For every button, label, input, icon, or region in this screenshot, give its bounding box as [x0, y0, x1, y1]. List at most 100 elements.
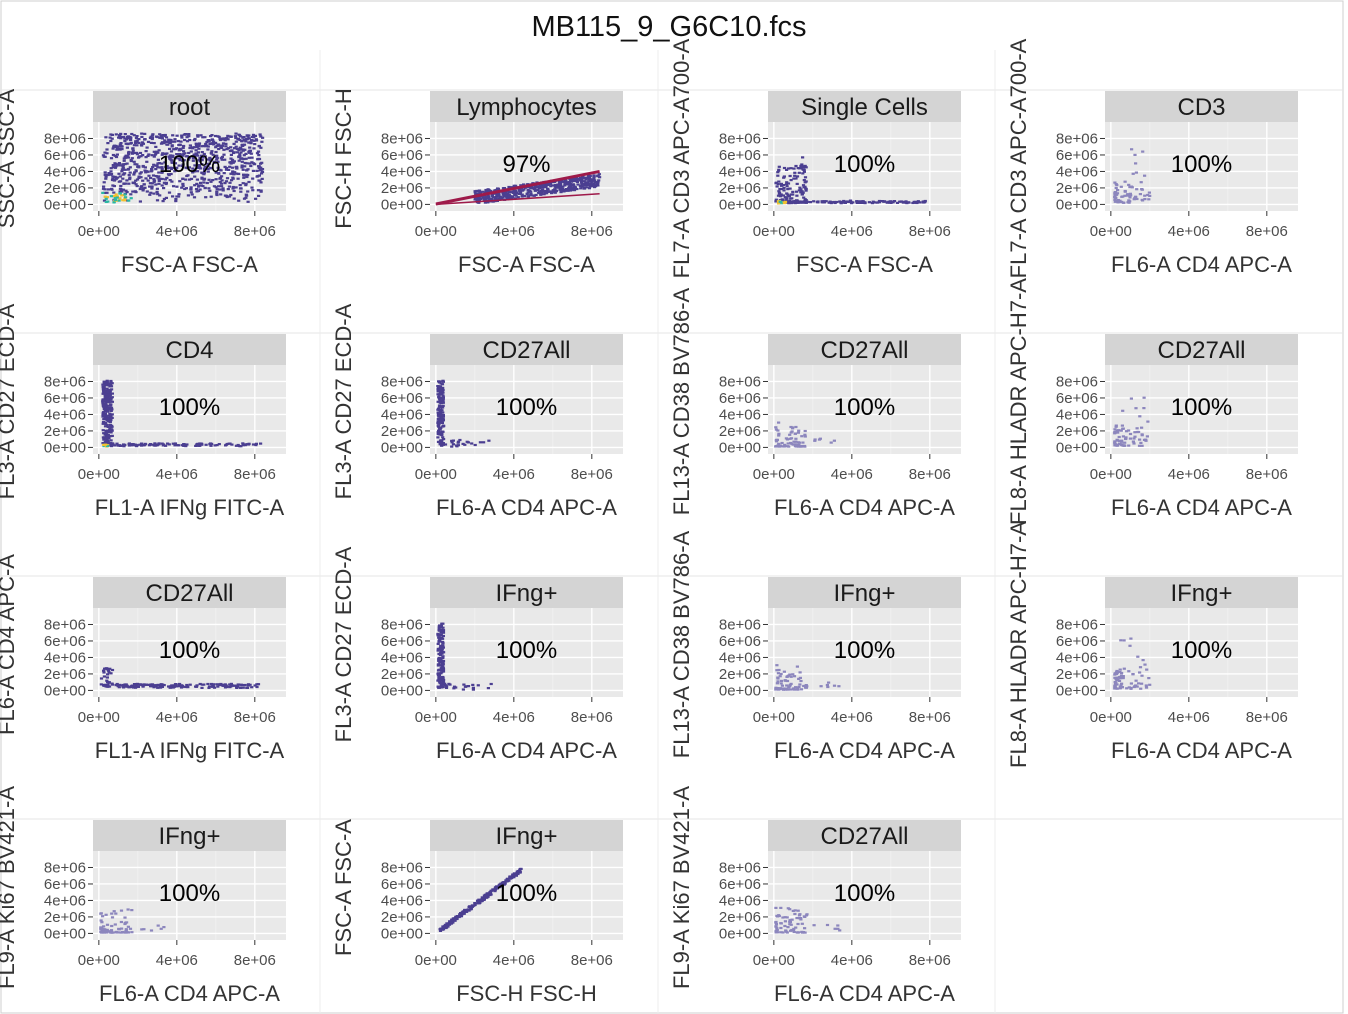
x-tick-label: 4e+06: [493, 952, 535, 969]
event-point: [1145, 435, 1149, 438]
event-point: [256, 175, 260, 178]
event-point: [105, 444, 110, 448]
event-point: [155, 190, 159, 193]
event-point: [1135, 430, 1139, 434]
event-point: [1135, 188, 1139, 191]
event-point: [436, 440, 441, 443]
event-point: [110, 187, 114, 190]
event-point: [240, 139, 244, 143]
event-point: [783, 679, 787, 682]
event-point: [791, 190, 795, 193]
event-point: [1137, 444, 1142, 447]
event-point: [156, 158, 160, 161]
event-point: [194, 142, 198, 145]
event-point: [575, 187, 579, 191]
x-tick-label: 4e+06: [831, 466, 873, 483]
event-point: [236, 443, 240, 447]
y-tick-label: 6e+06: [381, 876, 423, 893]
x-tick-label: 0e+00: [753, 952, 795, 969]
event-point: [125, 138, 129, 141]
event-point: [139, 143, 143, 146]
event-point: [112, 144, 117, 147]
event-point: [160, 167, 164, 171]
facet-strip: [768, 334, 961, 365]
event-point: [537, 192, 541, 195]
event-point: [106, 669, 111, 672]
event-point: [114, 133, 118, 136]
event-point: [117, 180, 121, 183]
event-point: [144, 156, 148, 159]
event-point: [196, 443, 200, 446]
event-point: [119, 920, 123, 924]
event-point: [437, 639, 442, 642]
event-point: [105, 668, 109, 671]
event-point: [220, 179, 224, 182]
event-point: [126, 908, 130, 911]
gate-boundary-line: [435, 192, 600, 206]
event-point: [781, 688, 785, 691]
event-point: [441, 436, 445, 439]
event-point: [786, 167, 791, 170]
event-point: [102, 438, 106, 441]
y-axis-title: FL13-A CD38 BV786-A: [669, 287, 694, 515]
event-point: [180, 134, 184, 137]
event-point: [122, 159, 126, 162]
event-point: [783, 443, 787, 446]
event-point: [1133, 195, 1138, 198]
event-point: [104, 431, 109, 434]
event-point: [441, 400, 445, 403]
event-point: [106, 434, 110, 437]
event-point: [907, 201, 911, 204]
event-point: [241, 686, 245, 689]
gate-percent-label: 100%: [159, 637, 220, 664]
event-point: [149, 684, 153, 688]
event-point: [777, 421, 781, 424]
event-point: [207, 187, 211, 190]
y-tick-label: 8e+06: [381, 130, 423, 147]
event-point: [1113, 681, 1117, 684]
event-point: [150, 185, 154, 188]
event-point: [439, 400, 443, 403]
event-point: [1124, 436, 1128, 439]
event-point: [441, 404, 445, 407]
event-point: [573, 186, 577, 189]
event-point: [445, 685, 449, 688]
event-point: [259, 181, 263, 184]
event-point: [145, 160, 149, 163]
event-point: [597, 173, 601, 176]
y-tick-label: 4e+06: [44, 649, 86, 666]
event-point: [194, 187, 199, 191]
event-point: [101, 154, 105, 157]
event-point: [473, 902, 477, 905]
event-point: [780, 679, 784, 682]
event-point: [1118, 675, 1122, 679]
event-point: [202, 173, 206, 176]
event-point: [137, 156, 141, 159]
event-point: [106, 142, 110, 145]
event-point: [257, 194, 261, 197]
event-point: [799, 445, 803, 448]
event-point: [792, 167, 796, 170]
y-tick-label: 2e+06: [44, 909, 86, 926]
event-point: [777, 190, 781, 193]
event-point: [166, 143, 170, 146]
event-point: [191, 155, 195, 158]
event-point: [102, 931, 106, 934]
event-point: [795, 175, 800, 178]
y-tick-label: 6e+06: [719, 147, 761, 164]
event-point: [185, 136, 189, 139]
event-point: [516, 870, 520, 873]
event-point: [109, 442, 113, 445]
event-point: [796, 909, 800, 912]
event-point: [775, 927, 779, 930]
event-point: [587, 180, 591, 183]
event-point: [105, 418, 109, 422]
event-point: [135, 163, 139, 166]
event-point: [489, 682, 493, 686]
event-point: [579, 187, 583, 190]
y-tick-label: 4e+06: [44, 892, 86, 909]
event-point: [129, 158, 133, 162]
event-point: [232, 186, 236, 189]
event-point: [229, 160, 233, 164]
event-point: [870, 202, 874, 205]
